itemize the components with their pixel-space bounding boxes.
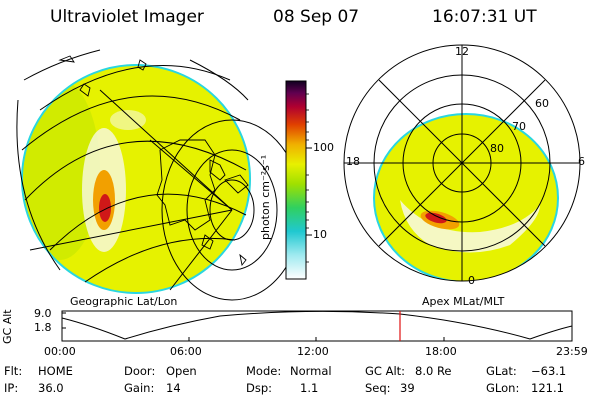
colorbar-unit-label: photon cm⁻²s⁻¹: [259, 154, 272, 240]
earth-disk-right: [373, 113, 559, 281]
instrument-title: Ultraviolet Imager: [50, 7, 204, 27]
colorbar-tick-10: 10: [313, 228, 327, 241]
altitude-curve: [61, 310, 573, 340]
mlt-label-0: 0: [468, 274, 475, 287]
altitude-plot: [61, 310, 573, 342]
altitude-ytick-1-8: 1.8: [34, 321, 52, 334]
time-tick-1800: 18:00: [425, 345, 457, 358]
gain-value: 14: [166, 381, 181, 395]
seq-label: Seq:: [365, 381, 391, 395]
colorbar-tick-100: 100: [313, 141, 334, 154]
mlt-label-6: 6: [578, 155, 585, 168]
lat-label-80: 80: [490, 142, 504, 155]
mode-label: Mode:: [246, 364, 282, 378]
altitude-ytick-9: 9.0: [34, 307, 52, 320]
mlt-label-18: 18: [346, 155, 360, 168]
door-value: Open: [166, 364, 197, 378]
right-panel-caption: Apex MLat/MLT: [422, 295, 505, 308]
glon-value: 121.1: [531, 381, 564, 395]
mlt-label-12: 12: [455, 45, 469, 58]
image-date: 08 Sep 07: [273, 7, 360, 27]
image-time: 16:07:31 UT: [432, 7, 537, 27]
dsp-value: 1.1: [300, 381, 319, 395]
colorbar: [285, 80, 312, 280]
magnetic-panel: [343, 44, 581, 282]
time-tick-2359: 23:59: [556, 345, 588, 358]
time-tick-0000: 00:00: [44, 345, 76, 358]
glat-value: −63.1: [531, 364, 567, 378]
flt-value: HOME: [38, 364, 73, 378]
time-tick-0600: 06:00: [170, 345, 202, 358]
lat-label-60: 60: [535, 97, 549, 110]
dsp-label: Dsp:: [246, 381, 273, 395]
lat-label-70: 70: [512, 120, 526, 133]
ip-value: 36.0: [38, 381, 64, 395]
ip-label: IP:: [4, 381, 19, 395]
glon-label: GLon:: [486, 381, 520, 395]
door-label: Door:: [124, 364, 156, 378]
mode-value: Normal: [290, 364, 332, 378]
altitude-ylabel: GC Alt: [1, 309, 14, 344]
flt-label: Flt:: [4, 364, 23, 378]
seq-value: 39: [400, 381, 415, 395]
time-tick-1200: 12:00: [297, 345, 329, 358]
gain-label: Gain:: [124, 381, 155, 395]
glat-label: GLat:: [486, 364, 517, 378]
gcalt-label: GC Alt:: [365, 364, 406, 378]
gcalt-value: 8.0 Re: [415, 364, 452, 378]
geographic-panel: [16, 49, 303, 301]
left-panel-caption: Geographic Lat/Lon: [70, 295, 178, 308]
